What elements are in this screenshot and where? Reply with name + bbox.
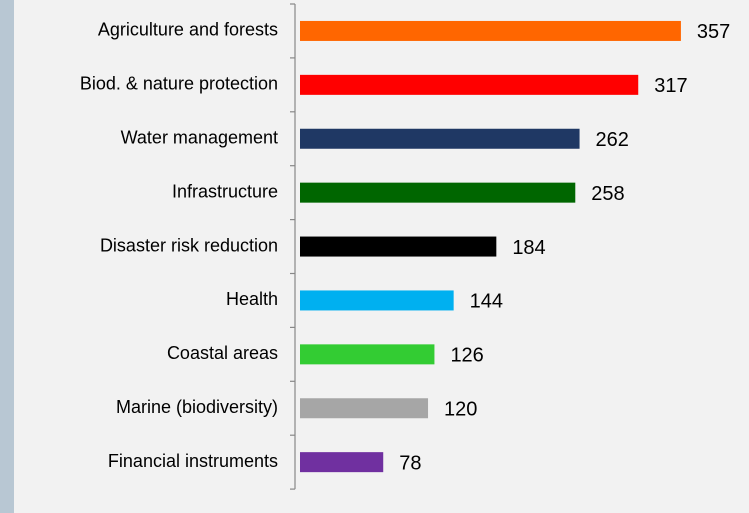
- value-label: 357: [697, 21, 730, 43]
- value-label: 120: [444, 399, 477, 421]
- bar: [300, 128, 580, 149]
- bar: [300, 398, 429, 419]
- category-label: Agriculture and forests: [98, 20, 278, 40]
- category-label: Water management: [121, 128, 278, 148]
- value-label: 144: [470, 291, 503, 313]
- category-label: Coastal areas: [167, 343, 278, 363]
- category-label: Health: [226, 289, 278, 309]
- bar: [300, 290, 454, 311]
- bar: [300, 452, 384, 473]
- value-label: 184: [512, 237, 545, 259]
- bar: [300, 20, 681, 41]
- plot: Agriculture and forests 357 Biod. & nature…: [80, 20, 730, 475]
- value-label: 258: [591, 183, 624, 205]
- value-label: 78: [399, 452, 421, 474]
- category-axis: [290, 3, 296, 490]
- value-label: 262: [596, 129, 629, 151]
- value-label: 317: [654, 75, 687, 97]
- category-label: Infrastructure: [172, 181, 278, 201]
- category-label: Biod. & nature protection: [80, 74, 278, 94]
- category-label: Disaster risk reduction: [100, 235, 278, 255]
- value-label: 126: [450, 345, 483, 367]
- category-label: Marine (biodiversity): [116, 397, 278, 417]
- bar: [300, 236, 497, 257]
- bar: [300, 74, 639, 95]
- bar: [300, 344, 435, 365]
- side-strip: [0, 0, 14, 513]
- category-label: Financial instruments: [108, 451, 278, 471]
- bar: [300, 182, 576, 203]
